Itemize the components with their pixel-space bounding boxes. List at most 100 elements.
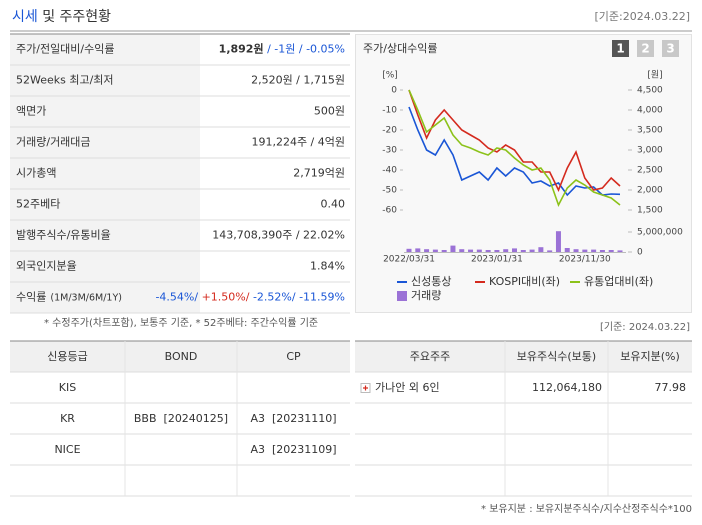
label-text: 시가총액	[16, 167, 56, 180]
cell: KR	[60, 412, 75, 425]
y2-tick-label: 1,500	[637, 206, 663, 216]
y2-tick-label: 4,000	[637, 106, 663, 116]
row-label: 발행주식수/유통비율	[16, 229, 111, 242]
cell: KIS	[59, 381, 76, 394]
label-text: 액면가	[16, 105, 46, 118]
volume-bar	[512, 248, 517, 252]
value-part: -4.54%/	[155, 291, 198, 304]
label-text: 외국인지분율	[16, 260, 77, 273]
series-line	[408, 89, 621, 208]
column-header: 보유지분(%)	[620, 350, 680, 363]
expand-plus	[363, 385, 368, 391]
volume-bar	[529, 249, 535, 252]
label-cell	[10, 127, 200, 158]
cell: NICE	[54, 443, 80, 456]
cell: A3 [20231109]	[250, 443, 336, 456]
row-value: 0.40	[321, 198, 346, 211]
volume-bar	[617, 250, 623, 252]
volume-bar	[441, 250, 447, 252]
value-part: -2.52%/	[249, 291, 295, 304]
row-label: 시가총액	[16, 167, 56, 180]
row-label: 수익률 (1M/3M/6M/1Y)	[16, 291, 122, 304]
column-header: 보유주식수(보통)	[517, 350, 596, 363]
header-row	[355, 341, 692, 372]
row-label: 거래량/거래대금	[16, 136, 91, 149]
value-part: 1.84%	[310, 260, 345, 273]
volume-bar	[582, 249, 588, 252]
volume-bar	[406, 248, 412, 252]
chart-tab[interactable]	[637, 40, 654, 57]
title-part: 시세	[12, 9, 38, 25]
volume-bar	[547, 250, 553, 252]
note-date: [기준: 2024.03.22]	[600, 321, 690, 333]
y2-tick-label: 3,500	[637, 126, 663, 136]
series-line	[408, 106, 621, 197]
volume-bar	[415, 248, 421, 252]
volume-bar	[503, 249, 509, 252]
y-tick-label: -10	[382, 106, 397, 116]
y-tick-label: -40	[382, 166, 397, 176]
legend-label: 신성통상	[411, 275, 451, 288]
row-value: 2,719억원	[293, 167, 345, 180]
x-tick-label: 2023/01/31	[471, 255, 523, 265]
chart-tab-label: 1	[616, 42, 624, 56]
cell: BBB [20240125]	[134, 412, 228, 425]
label-cell	[10, 65, 200, 96]
volume-bar	[468, 249, 474, 252]
legend-label: 유통업대비(좌)	[584, 275, 653, 288]
y2-tick-label: 4,500	[637, 86, 663, 96]
column-header: 신용등급	[47, 350, 87, 363]
label-cell	[10, 251, 200, 282]
date-label: [기준:2024.03.22]	[594, 10, 690, 23]
y3-tick-label: 5,000,000	[637, 228, 683, 238]
volume-bar	[555, 231, 561, 252]
label-text: 주가/전일대비/수익률	[16, 42, 115, 56]
row-value: 1,892원 / -1원 / -0.05%	[219, 42, 345, 56]
row-value: -4.54%/ +1.50%/ -2.52%/ -11.59%	[155, 291, 345, 304]
volume-bar	[450, 245, 456, 252]
volume-bar	[608, 250, 614, 252]
cell: A3 [20231110]	[250, 412, 336, 425]
label-cell	[10, 96, 200, 127]
y2-tick-label: 2,500	[637, 166, 663, 176]
legend-swatch	[397, 291, 407, 301]
label-text: 52Weeks 최고/최저	[16, 74, 114, 87]
label-cell	[10, 158, 200, 189]
column-header: BOND	[165, 350, 198, 363]
y-tick-label: 0	[391, 86, 397, 96]
row-label: 52주베타	[16, 198, 60, 211]
volume-bar	[564, 248, 570, 252]
chart-tab[interactable]	[662, 40, 679, 57]
value-part: -11.59%	[296, 291, 345, 304]
cell: 77.98	[655, 381, 687, 394]
label-cell	[10, 34, 200, 65]
legend-label: 거래량	[411, 289, 441, 302]
cell: 112,064,180	[532, 381, 602, 394]
value-part: 0.40	[321, 198, 346, 211]
y2-unit: [원]	[647, 70, 662, 81]
row-value: 2,520원 / 1,715원	[251, 74, 345, 87]
volume-bar	[573, 249, 579, 252]
label-cell	[10, 282, 200, 313]
value-part: 2,520원 / 1,715원	[251, 74, 345, 87]
row-value: 500원	[314, 105, 345, 118]
value-part: 1,892원	[219, 42, 264, 56]
chart-title: 주가/상대수익률	[363, 42, 438, 55]
y-tick-label: -60	[382, 206, 397, 216]
series-line	[408, 89, 621, 192]
y3-tick-label: 0	[637, 248, 643, 258]
row-label: 외국인지분율	[16, 260, 77, 273]
value-part: 143,708,390주 / 22.02%	[212, 229, 345, 242]
label-sub: (1M/3M/6M/1Y)	[50, 292, 122, 303]
page-title: 시세 및 주주현황	[12, 9, 111, 25]
x-tick-label: 2023/11/30	[559, 255, 611, 265]
value-part: 500원	[314, 105, 345, 118]
row-value: 1.84%	[310, 260, 345, 273]
volume-bar	[591, 249, 597, 252]
chart-tab[interactable]	[612, 40, 629, 57]
y2-tick-label: 3,000	[637, 146, 663, 156]
chart-tab-label: 3	[666, 42, 674, 56]
volume-bar	[476, 249, 482, 252]
volume-bar	[599, 250, 605, 252]
